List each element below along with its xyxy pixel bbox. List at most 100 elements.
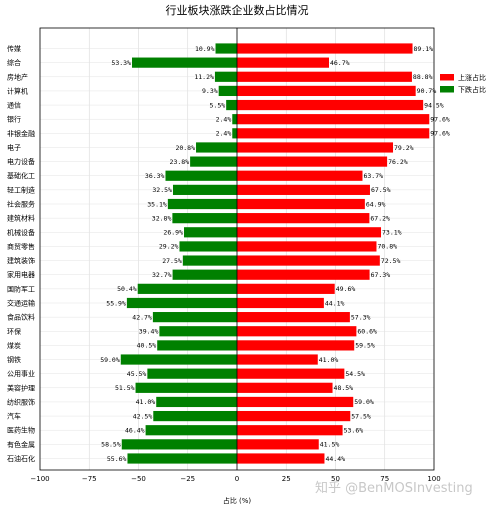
data-label-up: 73.1%: [382, 229, 402, 237]
bar-up: [237, 410, 351, 422]
category-label: 建筑装饰: [7, 256, 35, 265]
data-label-up: 59.0%: [354, 398, 374, 406]
category-label: 环保: [7, 327, 21, 336]
category-label: 机械设备: [7, 228, 35, 237]
bars: [120, 43, 430, 464]
plot-frame: [39, 27, 435, 471]
data-label-down: 23.8%: [170, 158, 190, 166]
bar-down: [179, 241, 237, 252]
bar-up: [237, 114, 430, 125]
data-label-down: 59.0%: [100, 356, 120, 364]
bar-up: [237, 354, 318, 365]
bar-up: [237, 396, 354, 408]
bar-up: [237, 382, 333, 393]
x-tick-label: 0: [235, 475, 239, 483]
bar-down: [214, 71, 237, 82]
data-label-down: 55.6%: [107, 455, 127, 463]
bar-down: [156, 396, 237, 408]
data-label-down: 42.5%: [133, 412, 153, 420]
bar-down: [218, 85, 237, 97]
bar-up: [237, 142, 394, 153]
category-label: 钢铁: [7, 355, 21, 364]
data-label-down: 42.7%: [132, 313, 152, 321]
category-label: 交通运输: [7, 298, 35, 307]
bar-down: [165, 170, 237, 181]
data-label-up: 70.8%: [377, 243, 397, 251]
bar-up: [237, 241, 377, 252]
category-label: 石油石化: [7, 454, 35, 463]
category-label: 基础化工: [7, 171, 35, 180]
data-label-up: 97.6%: [430, 130, 450, 138]
bar-up: [237, 326, 357, 337]
category-label: 传媒: [7, 44, 21, 53]
x-tick-label: −75: [82, 475, 97, 483]
bar-down: [182, 255, 237, 266]
data-label-down: 45.5%: [127, 370, 147, 378]
data-label-up: 89.1%: [414, 45, 434, 53]
data-label-down: 32.7%: [152, 271, 172, 279]
data-label-down: 55.9%: [106, 299, 126, 307]
bar-down: [152, 312, 237, 323]
category-label: 房地产: [7, 72, 28, 81]
data-label-up: 57.5%: [351, 412, 371, 420]
category-label: 有色金属: [7, 440, 35, 449]
category-label: 汽车: [7, 412, 21, 421]
data-label-down: 32.8%: [152, 214, 172, 222]
category-label: 社会服务: [7, 200, 35, 209]
bar-down: [121, 439, 237, 450]
category-label: 美容护理: [7, 383, 35, 392]
bar-down: [190, 156, 237, 167]
bar-up: [237, 340, 355, 351]
category-label: 电子: [7, 143, 21, 152]
data-label-up: 44.1%: [325, 299, 345, 307]
data-label-down: 39.4%: [139, 328, 159, 336]
data-label-down: 36.3%: [145, 172, 165, 180]
data-label-down: 53.3%: [111, 59, 131, 67]
data-label-down: 35.1%: [147, 200, 167, 208]
bar-down: [153, 410, 237, 422]
bar-up: [237, 368, 345, 379]
category-label: 国防军工: [7, 284, 35, 293]
data-label-up: 90.7%: [417, 87, 437, 95]
data-label-down: 11.2%: [194, 73, 214, 81]
data-label-up: 72.5%: [381, 257, 401, 265]
category-label: 公用事业: [7, 369, 35, 378]
data-label-down: 5.5%: [210, 101, 226, 109]
x-tick-label: 50: [331, 475, 340, 483]
bar-up: [237, 255, 380, 266]
data-label-down: 9.3%: [202, 87, 218, 95]
data-label-down: 27.5%: [162, 257, 182, 265]
bar-down: [167, 198, 237, 210]
data-label-up: 41.5%: [320, 441, 340, 449]
bar-up: [237, 198, 365, 210]
x-tick-label: −100: [30, 475, 49, 483]
bar-up: [237, 269, 370, 280]
bar-up: [237, 439, 319, 450]
data-label-down: 26.9%: [163, 229, 183, 237]
category-label: 纺织服饰: [7, 397, 35, 406]
category-label: 食品饮料: [7, 313, 35, 322]
bar-down: [232, 128, 237, 139]
bar-up: [237, 453, 325, 464]
data-label-up: 67.2%: [370, 214, 390, 222]
bar-up: [237, 425, 343, 436]
data-label-up: 94.5%: [424, 101, 444, 109]
data-label-up: 67.3%: [371, 271, 391, 279]
bar-down: [127, 453, 237, 464]
bar-up: [237, 312, 350, 323]
bar-down: [232, 114, 237, 125]
bar-down: [159, 326, 237, 337]
bar-up: [237, 128, 430, 139]
bar-down: [126, 297, 237, 309]
bar-up: [237, 99, 424, 111]
bar-down: [157, 340, 237, 351]
x-tick-label: 75: [380, 475, 389, 483]
bar-up: [237, 71, 412, 82]
watermark: 知乎 @BenMOSInvesting: [315, 480, 473, 496]
data-label-down: 2.4%: [216, 130, 232, 138]
data-label-down: 32.5%: [152, 186, 172, 194]
category-label: 计算机: [7, 86, 28, 95]
data-label-up: 97.6%: [430, 115, 450, 123]
bar-up: [237, 297, 324, 309]
